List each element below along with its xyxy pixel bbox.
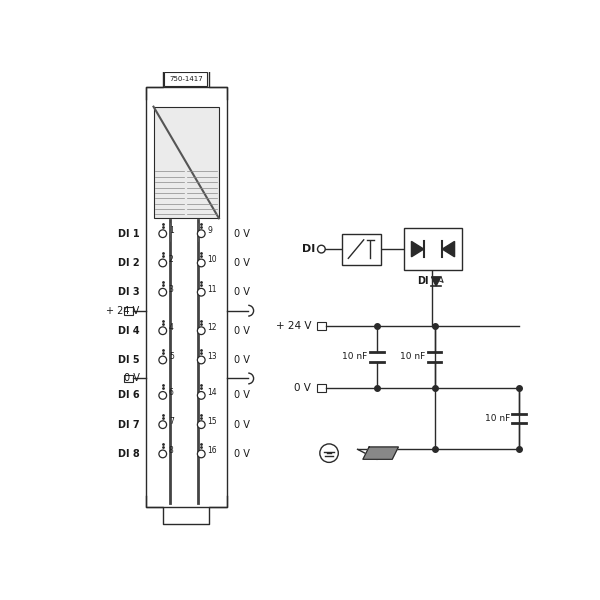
Circle shape: [197, 450, 205, 458]
Text: DI 2: DI 2: [118, 258, 140, 268]
Text: 5: 5: [169, 352, 174, 361]
Text: 16: 16: [208, 446, 217, 455]
Text: 11: 11: [208, 284, 217, 293]
Bar: [124, 374, 133, 382]
Text: 0 V: 0 V: [235, 355, 250, 365]
Text: + 24 V: + 24 V: [276, 321, 311, 331]
Text: 0 V: 0 V: [235, 287, 250, 297]
Text: DI 5: DI 5: [118, 355, 140, 365]
Text: 10: 10: [208, 256, 217, 265]
Circle shape: [197, 356, 205, 364]
Bar: [124, 307, 133, 314]
Text: DI 4: DI 4: [118, 326, 140, 336]
Text: 6: 6: [169, 388, 174, 397]
Text: + 24 V: + 24 V: [106, 306, 140, 316]
Text: 10 nF: 10 nF: [400, 352, 425, 361]
Text: 0 V: 0 V: [235, 258, 250, 268]
Polygon shape: [442, 241, 455, 257]
Text: DI 3: DI 3: [118, 287, 140, 297]
Circle shape: [197, 327, 205, 335]
Text: DI 1: DI 1: [118, 229, 140, 239]
Text: 4: 4: [169, 323, 174, 332]
Text: 0 V: 0 V: [295, 383, 311, 392]
Text: 7: 7: [169, 417, 174, 426]
Text: DI: DI: [302, 244, 315, 254]
Polygon shape: [363, 447, 398, 460]
Circle shape: [159, 356, 167, 364]
Text: 1: 1: [169, 226, 173, 235]
Bar: [317, 322, 326, 330]
Circle shape: [317, 245, 325, 253]
Circle shape: [197, 289, 205, 296]
Circle shape: [320, 444, 338, 463]
Bar: [164, 72, 208, 86]
Bar: [154, 107, 219, 218]
Circle shape: [197, 421, 205, 428]
Circle shape: [159, 230, 167, 238]
Text: 15: 15: [208, 417, 217, 426]
Circle shape: [197, 392, 205, 399]
Circle shape: [159, 289, 167, 296]
Text: 13: 13: [208, 352, 217, 361]
Text: DI 6: DI 6: [118, 391, 140, 400]
Text: 0 V: 0 V: [235, 419, 250, 430]
Polygon shape: [412, 241, 424, 257]
Text: DI 7: DI 7: [118, 419, 140, 430]
Polygon shape: [431, 277, 441, 286]
Circle shape: [197, 259, 205, 267]
Bar: [404, 227, 461, 270]
Circle shape: [197, 230, 205, 238]
Circle shape: [159, 450, 167, 458]
Text: 0 V: 0 V: [235, 229, 250, 239]
Text: DI 8: DI 8: [118, 449, 140, 459]
Bar: [146, 88, 227, 507]
Text: 2: 2: [169, 256, 173, 265]
Text: 10 nF: 10 nF: [485, 414, 510, 423]
Circle shape: [159, 421, 167, 428]
Text: 8: 8: [169, 446, 173, 455]
Circle shape: [159, 392, 167, 399]
Circle shape: [159, 259, 167, 267]
Text: 750-1417: 750-1417: [169, 76, 203, 82]
Text: 14: 14: [208, 388, 217, 397]
Bar: [342, 234, 380, 265]
Circle shape: [159, 327, 167, 335]
Text: DI: DI: [417, 277, 428, 286]
Text: 10 nF: 10 nF: [343, 352, 368, 361]
Text: 0 V: 0 V: [235, 326, 250, 336]
Text: 9: 9: [208, 226, 212, 235]
Text: 12: 12: [208, 323, 217, 332]
Bar: [317, 384, 326, 392]
Text: 0 V: 0 V: [235, 391, 250, 400]
Text: 3: 3: [169, 284, 174, 293]
Text: 0 V: 0 V: [235, 449, 250, 459]
Text: 0 V: 0 V: [124, 373, 140, 383]
